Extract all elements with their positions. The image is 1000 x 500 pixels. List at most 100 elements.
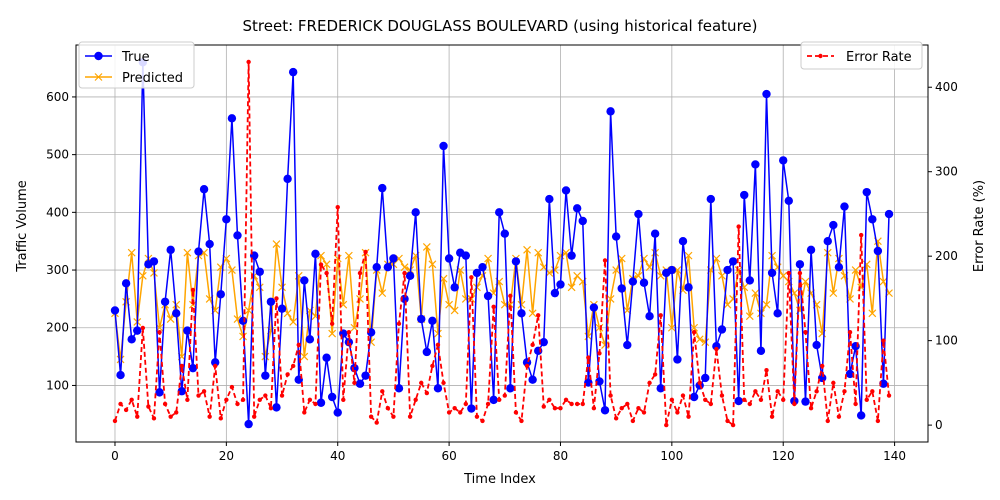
error-rate-point [435,342,441,348]
error-rate-point [703,397,708,402]
error-rate-point [881,338,886,343]
true-point [851,342,860,351]
true-point [495,208,504,217]
error-rate-point [519,418,524,424]
error-rate-point [235,401,240,407]
true-point [689,392,699,402]
error-rate-point [207,414,212,419]
true-point [868,215,877,224]
error-rate-point [313,401,318,407]
error-rate-point [251,414,257,419]
predicted-point [684,251,693,260]
error-rate-point [341,397,346,402]
true-point [572,204,582,213]
error-rate-point [563,397,569,402]
true-point [199,185,209,194]
predicted-point [328,329,337,338]
true-point [595,377,604,386]
true-point [300,276,309,285]
true-point [628,277,638,286]
error-rate-point [497,397,502,402]
error-rate-point [318,262,324,267]
true-point [845,369,855,379]
error-rate-point [725,418,730,424]
error-rate-point [112,418,118,424]
true-point [561,186,571,195]
chart-title: Street: FREDERICK DOUGLASS BOULEVARD (us… [243,17,758,35]
error-rate-point [730,422,736,428]
true-point [160,297,170,306]
y-tick-label-left: 300 [46,263,69,277]
error-rate-point [747,401,753,407]
predicted-point [879,277,888,286]
error-rate-point [419,380,424,386]
true-point [734,396,743,406]
error-rate-point [302,410,307,415]
y-tick-label-right: 0 [935,418,943,432]
predicted-point [534,248,543,257]
predicted-point [762,300,771,309]
error-rate-point [680,393,686,398]
true-point [723,265,732,275]
true-point [288,67,298,77]
error-rate-point [541,404,546,409]
error-rate-point [558,406,563,411]
predicted-point [667,323,676,332]
true-point [461,251,471,260]
true-point [439,141,448,151]
predicted-point [289,318,298,326]
true-point [222,215,231,224]
true-point [856,411,866,420]
error-rate-point [691,329,697,335]
error-rate-point [864,397,869,402]
error-rate-point [430,363,435,369]
true-point [701,373,710,383]
error-rate-point [402,270,407,276]
true-point [255,267,264,276]
error-rate-point [196,393,201,398]
error-rate-point [385,406,391,411]
true-point [812,340,821,350]
true-point [545,194,554,204]
x-tick-label: 0 [111,449,119,463]
true-point [216,290,225,299]
true-point [745,276,755,285]
error-rate-point [307,397,313,402]
true-point [606,107,615,116]
error-rate-point [508,293,513,299]
predicted-point [718,271,726,280]
error-rate-point [480,418,485,424]
true-point [829,220,838,230]
error-rate-point [441,380,446,386]
error-rate-point [469,275,474,280]
error-rate-point [719,393,725,398]
legend-true-label: True [121,50,150,65]
true-point [378,183,387,193]
error-rate-point [140,325,146,331]
error-rate-point [580,401,585,407]
error-rate-point [157,329,162,335]
error-rate-point [391,414,396,419]
true-point [133,326,142,335]
true-point [333,408,342,417]
true-point [205,239,214,249]
error-rate-point [641,410,647,415]
x-axis-label: Time Index [463,472,536,487]
predicted-point [244,306,253,315]
y-axis-label-left: Traffic Volume [15,180,30,273]
true-point [840,202,849,211]
true-point [706,194,716,204]
error-rate-point [664,422,669,428]
error-rate-point [591,406,597,411]
error-rate-point [263,393,268,398]
error-rate-point [847,329,853,335]
error-rate-point [357,270,363,276]
error-rate-point [858,232,864,238]
error-rate-point [135,414,140,419]
true-point [639,278,649,287]
error-rate-point [407,414,413,419]
true-point [712,342,721,351]
error-rate-point [229,384,235,390]
predicted-point [322,260,331,269]
